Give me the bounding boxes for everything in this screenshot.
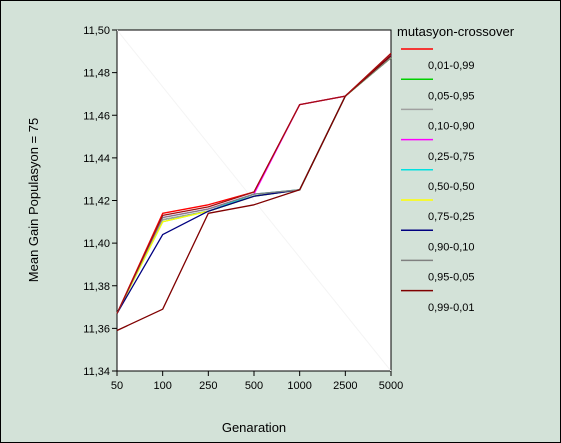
y-tick-label: 11,34 (83, 366, 110, 378)
series-line-9 (116, 52, 392, 314)
legend-label-9: 0,99-0,01 (428, 302, 474, 314)
legend-label-7: 0,90-0,10 (428, 241, 474, 253)
y-axis-title: Mean Gain Populasyon = 75 (26, 118, 41, 282)
legend: mutasyon-crossover 0,01-0,99 0,05-0,95 0,1… (397, 24, 515, 314)
x-tick-label: 250 (199, 380, 217, 392)
x-axis: 50 100 250 500 1000 2500 5000 (111, 371, 403, 392)
legend-title: mutasyon-crossover (397, 24, 515, 39)
legend-label-2: 0,05-0,95 (428, 90, 474, 102)
legend-label-1: 0,01-0,99 (428, 60, 474, 72)
y-axis: 11,34 11,36 11,38 11,40 11,42 11,44 11,46 11,48… (83, 25, 117, 378)
y-tick-label: 11,40 (83, 238, 110, 250)
legend-label-6: 0,75-0,25 (428, 211, 474, 223)
x-tick-label: 50 (111, 380, 123, 392)
x-tick-label: 5000 (379, 380, 403, 392)
y-tick-label: 11,42 (83, 196, 110, 208)
x-axis-title: Genaration (222, 420, 286, 435)
y-tick-label: 11,44 (83, 153, 110, 165)
plot-diagonal-rule (116, 29, 392, 372)
y-tick-label: 11,50 (83, 25, 110, 37)
series-layer (116, 52, 392, 332)
y-tick-label: 11,36 (83, 323, 110, 335)
y-tick-label: 11,48 (83, 68, 110, 80)
x-tick-label: 500 (245, 380, 263, 392)
y-tick-label: 11,46 (83, 110, 110, 122)
legend-label-3: 0,10-0,90 (428, 121, 474, 133)
x-tick-label: 100 (153, 380, 171, 392)
y-tick-label: 11,38 (83, 281, 110, 293)
legend-label-4: 0,25-0,75 (428, 151, 474, 163)
x-tick-label: 2500 (333, 380, 357, 392)
x-tick-label: 1000 (287, 380, 311, 392)
legend-label-8: 0,95-0,05 (428, 272, 474, 284)
legend-label-5: 0,50-0,50 (428, 181, 474, 193)
